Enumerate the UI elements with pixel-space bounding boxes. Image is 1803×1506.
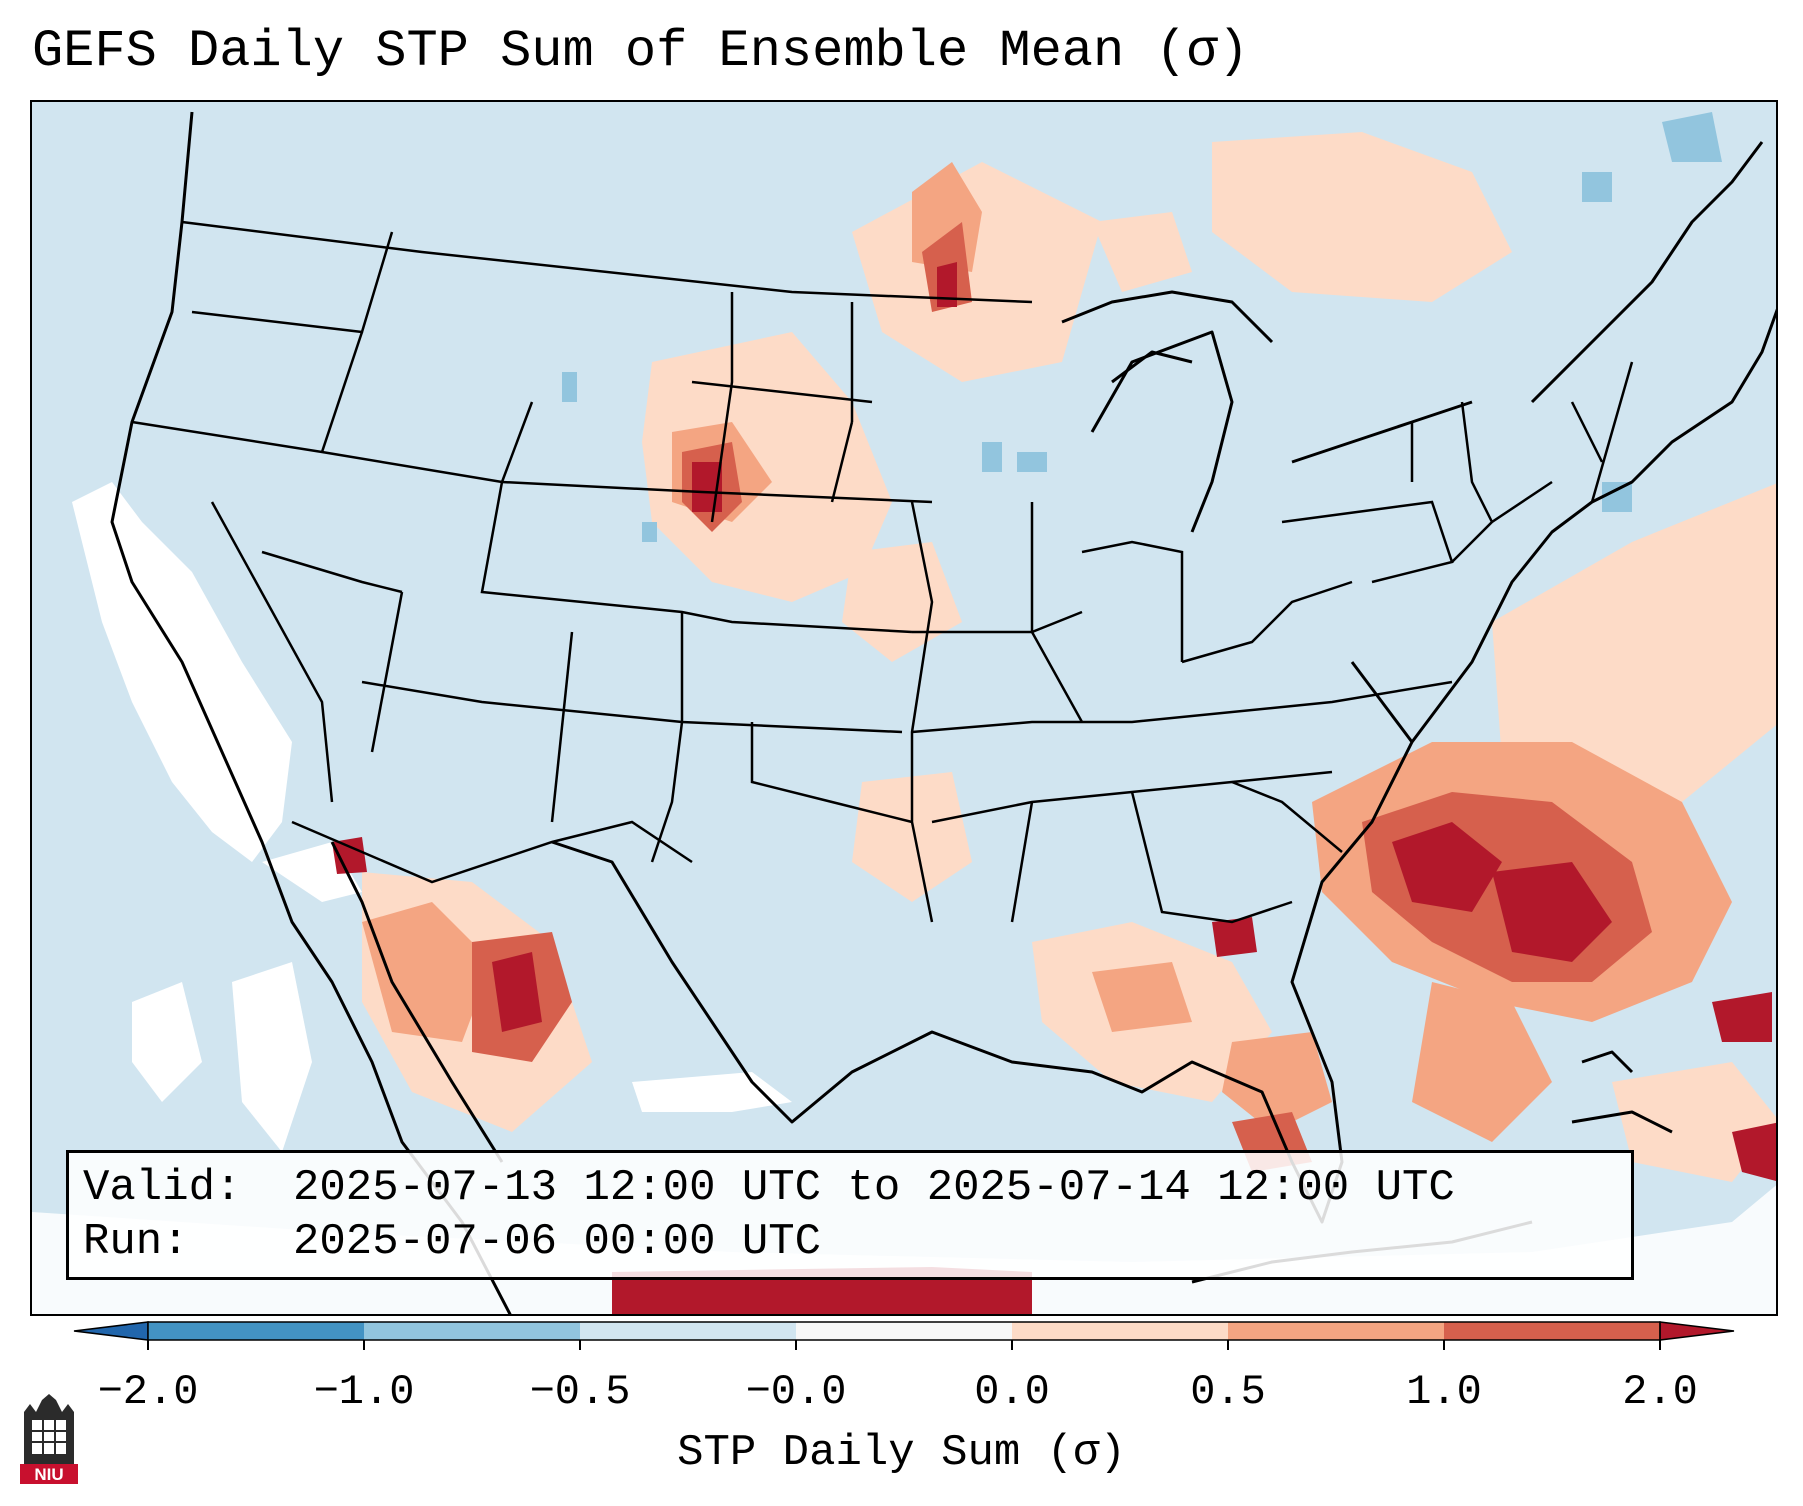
valid-line: Valid: 2025-07-13 12:00 UTC to 2025-07-14…: [83, 1161, 1617, 1215]
colorbar-tick-marks: [147, 1340, 1661, 1350]
chart-title: GEFS Daily STP Sum of Ensemble Mean (σ): [32, 22, 1249, 81]
colorbar-tick-label: −2.0: [97, 1368, 199, 1416]
colorbar-over-arrow: [1659, 1321, 1735, 1341]
run-label: Run:: [83, 1217, 189, 1267]
logo-text: NIU: [34, 1465, 63, 1484]
colorbar-segment-4: [796, 1322, 1012, 1340]
map-panel: [30, 100, 1778, 1316]
colorbar-segment-7: [1444, 1322, 1660, 1340]
niu-logo-icon: NIU: [20, 1394, 78, 1484]
run-value: 2025-07-06 00:00 UTC: [293, 1217, 822, 1267]
colorbar-segment-1: [148, 1322, 364, 1340]
colorbar-under-arrow: [73, 1321, 149, 1341]
negative-anomaly-areas: [562, 112, 1722, 542]
weak-positive-anomaly-areas: [362, 132, 1776, 1182]
colorbar-segment-5: [1012, 1322, 1228, 1340]
colorbar-tick-label: 0.5: [1190, 1368, 1266, 1416]
colorbar-tick-label: −0.5: [529, 1368, 631, 1416]
run-line: Run: 2025-07-06 00:00 UTC: [83, 1215, 1617, 1269]
colorbar-tick-label: 0.0: [974, 1368, 1050, 1416]
map-canvas: [32, 111, 1776, 1314]
colorbar-tick-label: −0.0: [745, 1368, 847, 1416]
state-boundaries: [131, 220, 1634, 924]
colorbar-label: STP Daily Sum (σ): [677, 1428, 1126, 1478]
run-info-box: Valid: 2025-07-13 12:00 UTC to 2025-07-14…: [66, 1150, 1634, 1280]
colorbar: [73, 1321, 1735, 1350]
colorbar-outline: [147, 1321, 1661, 1341]
neutral-anomaly-areas: [32, 482, 1776, 1314]
valid-value: 2025-07-13 12:00 UTC to 2025-07-14 12:00…: [293, 1163, 1455, 1213]
colorbar-tick-label: 1.0: [1406, 1368, 1482, 1416]
valid-label: Valid:: [83, 1163, 242, 1213]
colorbar-tick-label: −1.0: [313, 1368, 415, 1416]
colorbar-tick-label: 2.0: [1622, 1368, 1698, 1416]
colorbar-segment-3: [580, 1322, 796, 1340]
colorbar-segment-2: [364, 1322, 580, 1340]
colorbar-segment-6: [1228, 1322, 1444, 1340]
